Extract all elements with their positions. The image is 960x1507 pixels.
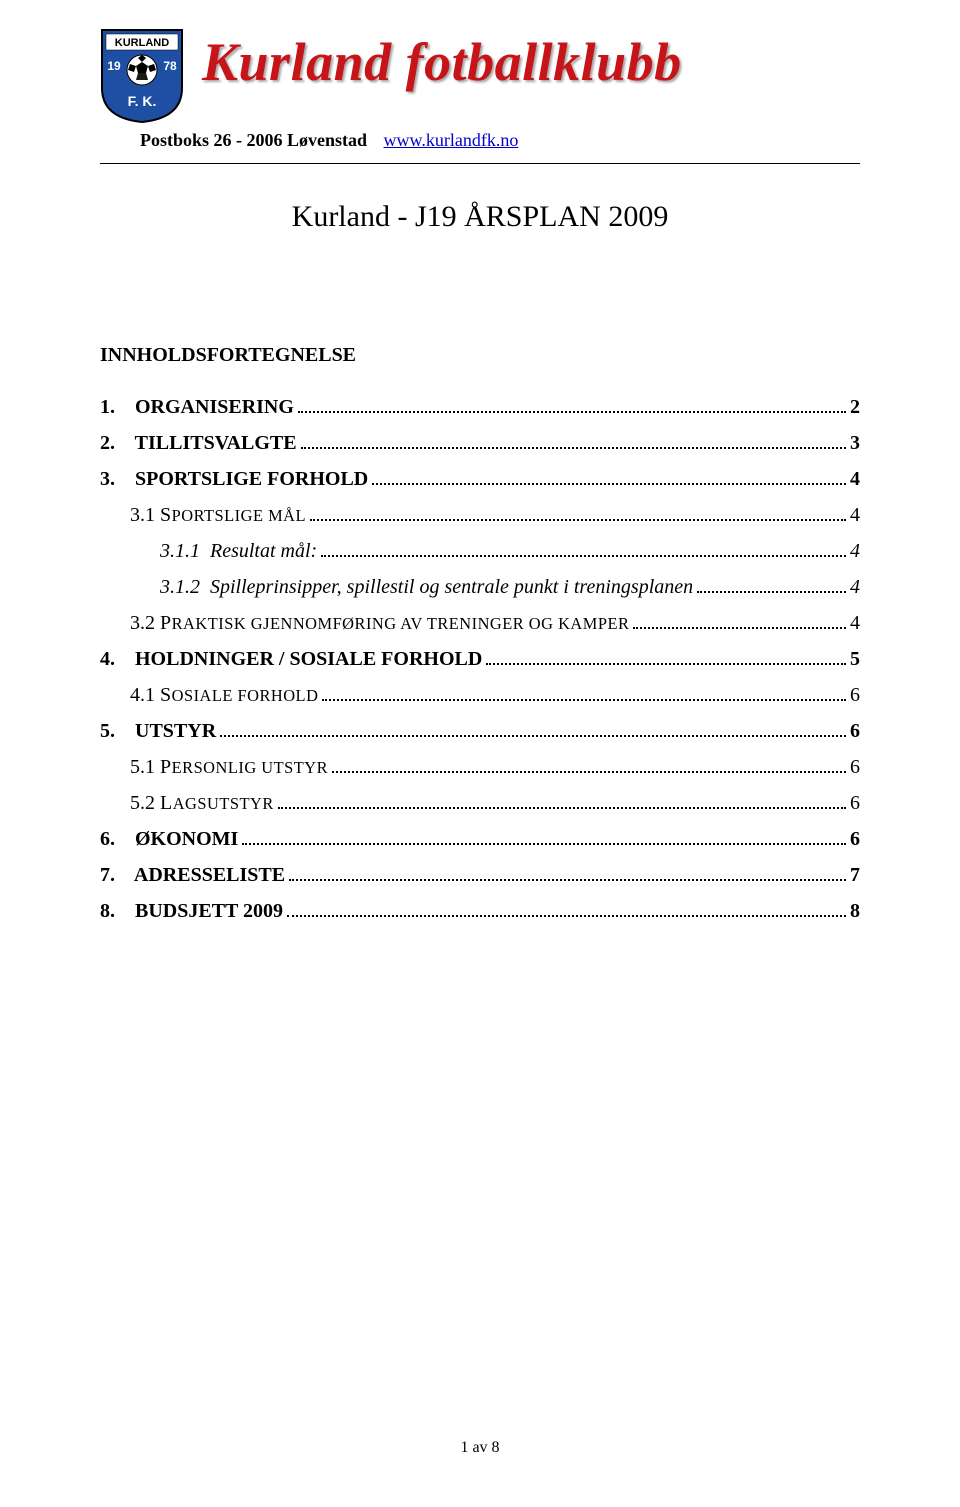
toc-page-number: 3: [850, 427, 860, 459]
toc-row: 3.1.2 Spilleprinsipper, spillestil og se…: [160, 571, 860, 603]
page-footer: 1 av 8: [0, 1439, 960, 1457]
toc-label[interactable]: 3.1.1 Resultat mål:: [160, 535, 317, 567]
toc-label[interactable]: 5. UTSTYR: [100, 715, 216, 747]
toc-page-number: 4: [850, 535, 860, 567]
toc-row: 7. ADRESSELISTE 7: [100, 859, 860, 891]
toc-leader: [298, 395, 846, 413]
toc-label[interactable]: 3.1 SPORTSLIGE MÅL: [130, 499, 306, 531]
toc-row: 5. UTSTYR 6: [100, 715, 860, 747]
header: KURLAND 19 78 F. K. Kurland fotballklubb: [100, 28, 860, 124]
toc-page-number: 6: [850, 823, 860, 855]
toc-page-number: 4: [850, 607, 860, 639]
toc-label[interactable]: 3.1.2 Spilleprinsipper, spillestil og se…: [160, 571, 693, 603]
toc-page-number: 4: [850, 499, 860, 531]
toc-row: 3.1 SPORTSLIGE MÅL 4: [130, 499, 860, 531]
toc-label[interactable]: 3.2 PRAKTISK GJENNOMFØRING AV TRENINGER …: [130, 607, 629, 639]
logo-year-right: 78: [163, 59, 177, 73]
toc-label[interactable]: 7. ADRESSELISTE: [100, 859, 285, 891]
toc-row: 4.1 SOSIALE FORHOLD 6: [130, 679, 860, 711]
toc-page-number: 4: [850, 571, 860, 603]
toc-leader: [289, 863, 846, 881]
toc-page-number: 5: [850, 643, 860, 675]
subheader: Postboks 26 - 2006 Løvenstad www.kurland…: [140, 130, 860, 151]
toc-row: 4. HOLDNINGER / SOSIALE FORHOLD 5: [100, 643, 860, 675]
toc-label[interactable]: 2. TILLITSVALGTE: [100, 427, 297, 459]
toc-leader: [486, 647, 846, 665]
toc-leader: [332, 755, 846, 773]
shield-icon: KURLAND 19 78 F. K.: [100, 28, 184, 124]
toc-page-number: 4: [850, 463, 860, 495]
toc-row: 3.1.1 Resultat mål: 4: [160, 535, 860, 567]
brand-title: Kurland fotballklubb: [202, 34, 682, 91]
toc-label[interactable]: 4. HOLDNINGER / SOSIALE FORHOLD: [100, 643, 482, 675]
toc-label[interactable]: 5.2 LAGSUTSTYR: [130, 787, 274, 819]
toc-page-number: 6: [850, 751, 860, 783]
logo-initials: F. K.: [128, 93, 157, 109]
toc-label[interactable]: 3. SPORTSLIGE FORHOLD: [100, 463, 368, 495]
toc-row: 3. SPORTSLIGE FORHOLD 4: [100, 463, 860, 495]
table-of-contents: 1. ORGANISERING 2 2. TILLITSVALGTE 3 3. SP…: [100, 391, 860, 927]
logo-top-text: KURLAND: [115, 37, 169, 49]
toc-label[interactable]: 4.1 SOSIALE FORHOLD: [130, 679, 318, 711]
toc-row: 3.2 PRAKTISK GJENNOMFØRING AV TRENINGER …: [130, 607, 860, 639]
toc-page-number: 8: [850, 895, 860, 927]
toc-row: 5.2 LAGSUTSTYR 6: [130, 787, 860, 819]
toc-leader: [278, 791, 846, 809]
toc-row: 1. ORGANISERING 2: [100, 391, 860, 423]
club-logo: KURLAND 19 78 F. K.: [100, 28, 184, 124]
toc-row: 8. BUDSJETT 2009 8: [100, 895, 860, 927]
toc-leader: [301, 431, 846, 449]
toc-label[interactable]: 8. BUDSJETT 2009: [100, 895, 283, 927]
toc-row: 2. TILLITSVALGTE 3: [100, 427, 860, 459]
toc-leader: [372, 467, 846, 485]
toc-leader: [242, 827, 846, 845]
document-title: Kurland - J19 ÅRSPLAN 2009: [100, 200, 860, 234]
toc-leader: [633, 611, 846, 629]
toc-page-number: 6: [850, 715, 860, 747]
toc-page-number: 7: [850, 859, 860, 891]
toc-page-number: 2: [850, 391, 860, 423]
address: Postboks 26 - 2006 Løvenstad: [140, 130, 367, 150]
website-link[interactable]: www.kurlandfk.no: [384, 130, 519, 150]
toc-leader: [697, 575, 846, 593]
toc-label[interactable]: 6. ØKONOMI: [100, 823, 238, 855]
toc-leader: [287, 899, 846, 917]
toc-label[interactable]: 1. ORGANISERING: [100, 391, 294, 423]
toc-leader: [310, 503, 846, 521]
toc-row: 6. ØKONOMI 6: [100, 823, 860, 855]
toc-leader: [321, 539, 846, 557]
toc-leader: [322, 683, 846, 701]
toc-label[interactable]: 5.1 PERSONLIG UTSTYR: [130, 751, 328, 783]
toc-leader: [220, 719, 846, 737]
toc-heading: INNHOLDSFORTEGNELSE: [100, 344, 860, 367]
divider: [100, 163, 860, 164]
logo-year-left: 19: [107, 59, 121, 73]
toc-page-number: 6: [850, 787, 860, 819]
toc-row: 5.1 PERSONLIG UTSTYR 6: [130, 751, 860, 783]
page: KURLAND 19 78 F. K. Kurland fotballklubb…: [0, 0, 960, 1507]
toc-page-number: 6: [850, 679, 860, 711]
